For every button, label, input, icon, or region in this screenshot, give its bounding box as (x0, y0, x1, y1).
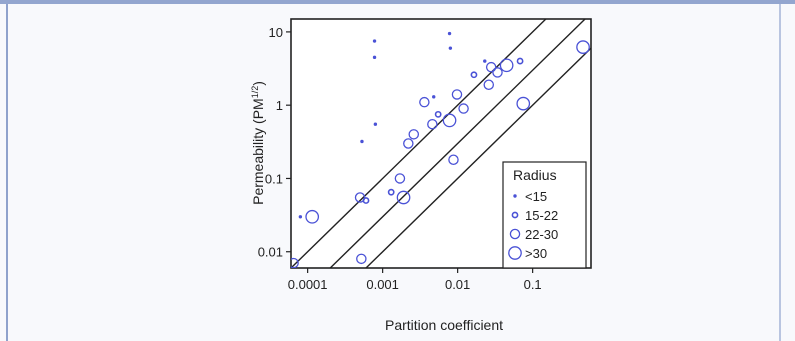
data-point (458, 103, 469, 114)
data-point (516, 96, 531, 111)
y-tick-label: 1 (276, 98, 283, 113)
data-points (291, 31, 590, 268)
data-point (372, 55, 377, 60)
data-point (291, 257, 299, 268)
legend-marker (509, 228, 521, 240)
data-point (434, 110, 442, 118)
data-point (483, 59, 487, 63)
y-tick-label: 0.01 (258, 245, 283, 260)
reference-line-2 (329, 19, 587, 268)
data-point (305, 209, 320, 224)
data-point (447, 31, 452, 36)
data-point (432, 95, 436, 99)
legend-marker (508, 246, 522, 260)
y-axis-label: Permeability (PM1/2) (250, 81, 266, 205)
y-axis-label-main: Permeability (PM (250, 98, 266, 205)
legend-label: >30 (525, 246, 547, 261)
legend-label: <15 (525, 189, 547, 204)
data-point (408, 129, 420, 140)
data-point (427, 118, 438, 130)
legend-label: 22-30 (525, 227, 558, 242)
data-point (356, 253, 367, 265)
data-point (492, 67, 503, 78)
x-axis-label: Partition coefficient (385, 317, 503, 333)
data-point (372, 39, 377, 43)
data-point (394, 173, 406, 184)
data-point (448, 154, 459, 166)
figure-top-border (0, 0, 795, 4)
data-point (387, 188, 395, 196)
reference-line-1 (291, 19, 547, 268)
data-point (470, 71, 478, 79)
figure-right-border (779, 4, 781, 341)
data-point (373, 122, 378, 126)
data-point (516, 57, 524, 65)
data-point (396, 190, 411, 205)
data-point (499, 58, 514, 73)
data-point (451, 89, 463, 100)
y-tick-label: 10 (269, 25, 283, 40)
data-point (448, 46, 453, 50)
legend-title: Radius (513, 167, 557, 183)
legend-marker (513, 194, 517, 198)
y-axis-ticks: 0.01 0.1 1 10 (258, 25, 291, 260)
legend-items: <15 15-22 22-30 >30 (508, 189, 558, 261)
data-point (576, 40, 590, 54)
legend-label: 15-22 (525, 208, 558, 223)
data-point (419, 96, 430, 108)
y-axis-label-superscript: 1/2 (250, 86, 260, 99)
data-point (485, 61, 497, 73)
x-tick-label: 0.0001 (288, 277, 328, 292)
data-point (483, 79, 495, 91)
x-axis-ticks: 0.0001 0.001 0.01 0.1 (288, 268, 542, 292)
legend-marker (511, 211, 519, 219)
data-point (298, 215, 303, 219)
y-axis-label-close: ) (250, 81, 266, 86)
data-point (403, 138, 414, 149)
reference-lines (291, 19, 591, 268)
x-tick-label: 0.1 (524, 277, 542, 292)
reference-line-3 (364, 47, 591, 268)
legend: Radius <15 15-22 22-30 >30 (502, 161, 587, 269)
data-point (360, 139, 364, 144)
x-tick-label: 0.01 (445, 277, 470, 292)
figure-left-border (6, 4, 8, 341)
data-point (442, 113, 457, 128)
data-point (354, 192, 366, 203)
x-tick-label: 0.001 (366, 277, 399, 292)
y-tick-label: 0.1 (265, 171, 283, 186)
